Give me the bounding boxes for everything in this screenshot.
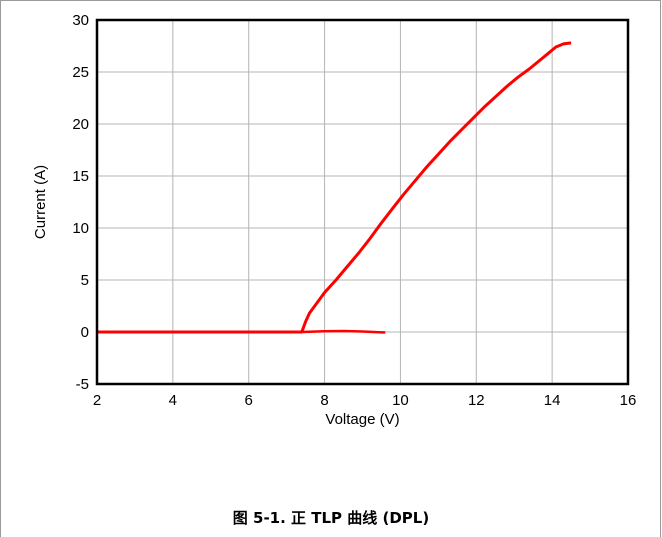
- x-tick-label: 12: [468, 392, 485, 409]
- grid-lines: [96, 19, 629, 385]
- x-tick-label: 10: [392, 392, 409, 409]
- x-tick-label: 6: [245, 392, 253, 409]
- x-tick-label: 4: [169, 392, 177, 409]
- y-tick-label: 20: [72, 116, 89, 133]
- y-tick-label: 0: [81, 324, 89, 341]
- y-tick-label: 15: [72, 168, 89, 185]
- y-tick-labels: -5 0 5 10 15 20 25 30: [72, 12, 89, 393]
- y-tick-label: 10: [72, 220, 89, 237]
- plot-area-border: [95, 18, 630, 386]
- y-tick-label: -5: [76, 376, 89, 393]
- y-tick-label: 30: [72, 12, 89, 29]
- x-tick-labels: 2 4 6 8 10 12 14 16: [93, 392, 637, 409]
- x-axis-title: Voltage (V): [325, 411, 399, 428]
- x-tick-label: 16: [620, 392, 637, 409]
- series-line-2: [301, 329, 386, 334]
- series-layer: [97, 41, 572, 334]
- y-axis-title: Current (A): [32, 165, 49, 239]
- x-tick-label: 14: [544, 392, 561, 409]
- series-line-1: [97, 41, 572, 334]
- x-tick-label: 2: [93, 392, 101, 409]
- y-tick-label: 25: [72, 64, 89, 81]
- y-tick-label: 5: [81, 272, 89, 289]
- figure-caption: 图 5-1. 正 TLP 曲线 (DPL): [232, 509, 430, 527]
- x-tick-label: 8: [320, 392, 328, 409]
